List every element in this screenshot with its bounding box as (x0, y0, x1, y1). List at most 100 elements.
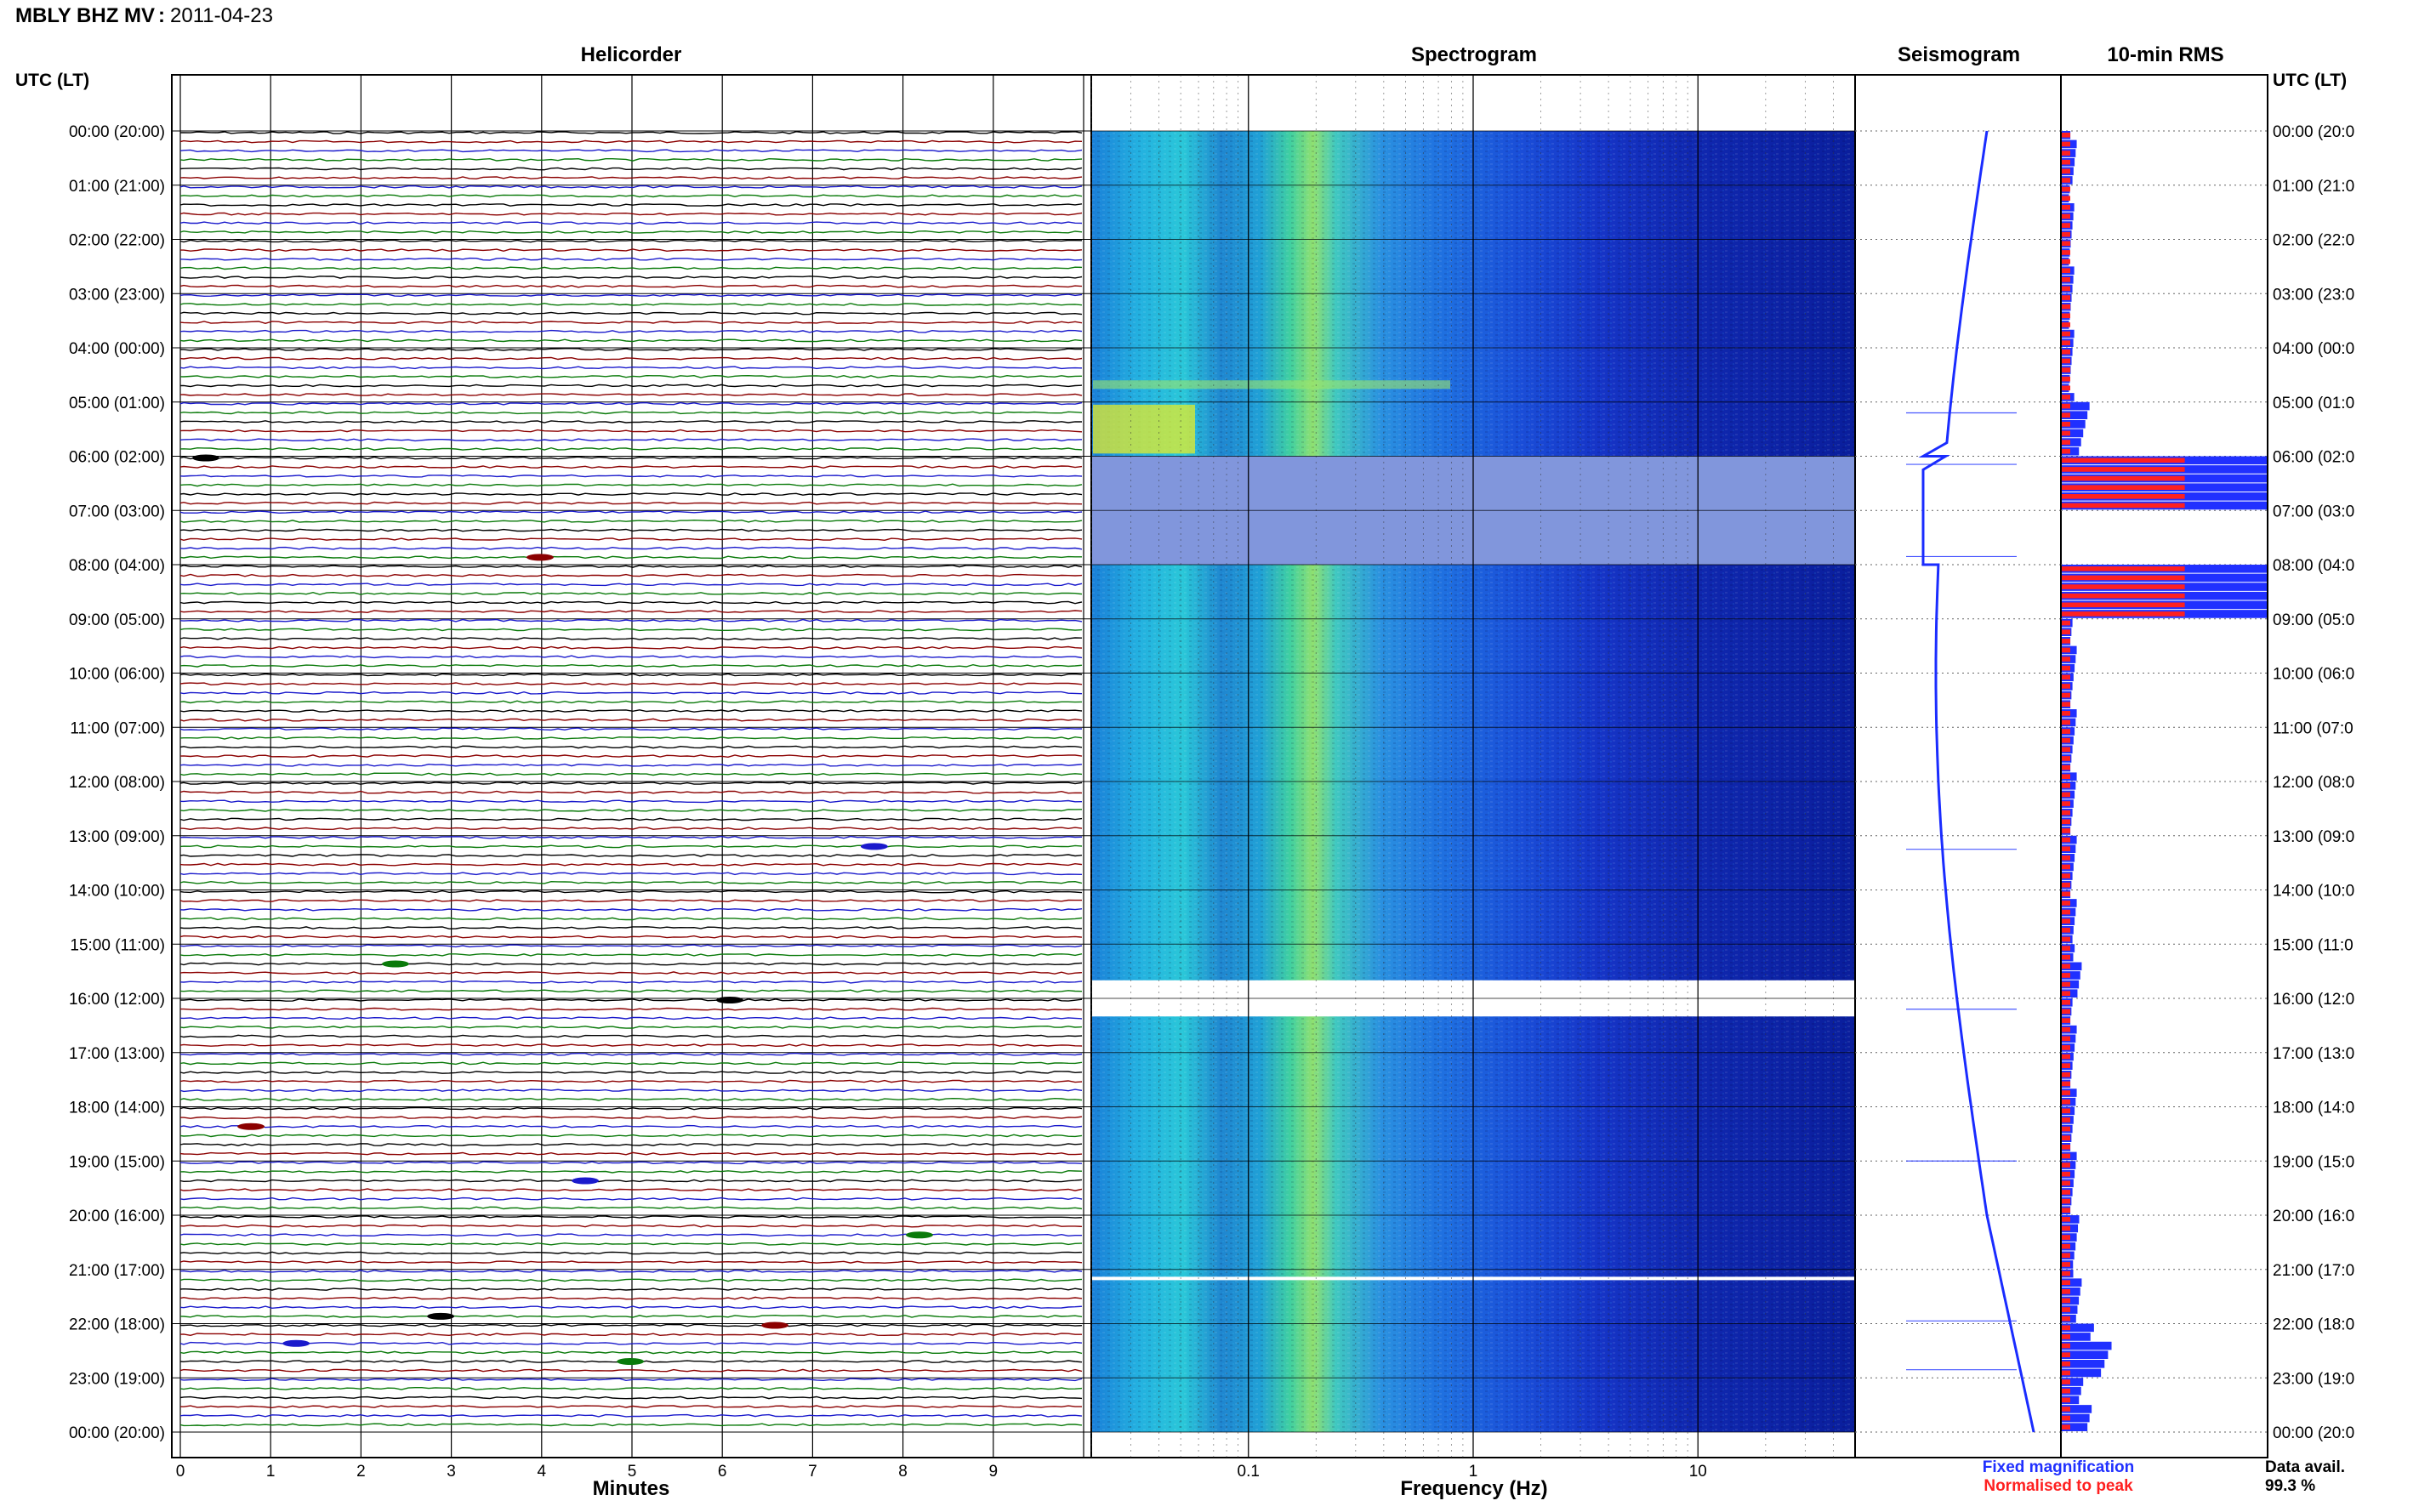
hour-label-left: 14:00 (10:00) (69, 883, 165, 901)
station-title: MBLY BHZ MV (15, 4, 155, 27)
helicorder-trace-row (179, 637, 1083, 640)
rms-bar-normalised (2062, 1000, 2070, 1005)
helicorder-trace-row (179, 321, 1083, 325)
rms-bar-normalised (2062, 1289, 2070, 1294)
rms-bar-fixed (2062, 1368, 2102, 1378)
rms-bar-normalised (2062, 928, 2070, 933)
hour-label-right: 02:00 (22:0 (2273, 232, 2354, 250)
helicorder-event-blob (237, 1123, 265, 1130)
helicorder-trace-row (179, 890, 1083, 894)
rms-bar-normalised (2062, 1298, 2070, 1304)
helicorder-trace-row (179, 618, 1083, 622)
helicorder-trace-row (179, 1395, 1083, 1400)
rms-bar-normalised (2062, 494, 2185, 499)
rms-bar-normalised (2062, 1225, 2070, 1231)
rms-bar-normalised (2062, 657, 2070, 662)
hour-label-left: 20:00 (16:00) (69, 1208, 165, 1225)
rms-bar-normalised (2062, 747, 2070, 753)
helicorder-trace-row (179, 1278, 1083, 1282)
hour-label-left: 23:00 (19:00) (69, 1370, 165, 1388)
helicorder-trace-row (179, 1224, 1083, 1228)
helicorder-trace-row (179, 1151, 1083, 1156)
helicorder-trace-row (179, 1350, 1083, 1355)
rms-bar-fixed (2062, 1386, 2081, 1395)
legend-normalised-to-peak: Normalised to peak (1984, 1477, 2133, 1495)
rms-bar-normalised (2062, 1072, 2070, 1077)
rms-bar-normalised (2062, 286, 2070, 292)
hour-label-left: 05:00 (01:00) (69, 395, 165, 412)
helicorder-trace-row (179, 1260, 1083, 1265)
minute-tick-label: 0 (176, 1463, 185, 1481)
helicorder-trace-row (179, 266, 1083, 270)
helicorder-trace-row (179, 790, 1083, 794)
spectrogram-title: Spectrogram (1411, 43, 1537, 66)
rms-bar-normalised (2062, 1145, 2070, 1150)
hour-label-left: 00:00 (20:00) (69, 1424, 165, 1442)
rms-bar-normalised (2062, 340, 2070, 345)
rms-bar-normalised (2062, 1135, 2070, 1140)
rms-bar-normalised (2062, 1343, 2070, 1349)
rms-bar-normalised (2062, 1270, 2070, 1276)
helicorder-trace-row (179, 827, 1083, 831)
helicorder-trace-row (179, 456, 1083, 460)
helicorder-trace-row (179, 474, 1083, 478)
rms-bar-normalised (2062, 223, 2070, 228)
helicorder-trace-row (179, 356, 1083, 361)
helicorder-trace-row (179, 655, 1083, 659)
seismogram-spikes (1906, 412, 2017, 1371)
rms-bar-fixed (2062, 1413, 2090, 1423)
hour-label-left: 17:00 (13:00) (69, 1045, 165, 1063)
hour-label-right: 00:00 (20:0 (2273, 1424, 2354, 1442)
rms-bar-normalised (2062, 864, 2070, 870)
rms-bar-normalised (2062, 350, 2070, 355)
hour-label-left: 07:00 (03:00) (69, 503, 165, 520)
helicorder-trace-row (179, 645, 1083, 650)
rms-bar-fixed (2062, 962, 2082, 971)
helicorder-trace-row (179, 1333, 1082, 1337)
helicorder-trace-row (179, 429, 1083, 433)
rms-bar-normalised (2062, 963, 2070, 969)
helicorder-trace-row (179, 157, 1083, 162)
frequency-axis-label: Frequency (Hz) (1400, 1477, 1547, 1500)
rms-bar-normalised (2062, 331, 2070, 337)
hour-label-right: 16:00 (12:0 (2273, 991, 2354, 1009)
hour-label-right: 12:00 (08:0 (2273, 774, 2354, 792)
rms-bar-normalised (2062, 611, 2185, 617)
rms-bar-normalised (2062, 647, 2070, 653)
rms-bar-normalised (2062, 168, 2070, 174)
hour-label-left: 18:00 (14:00) (69, 1100, 165, 1117)
helicorder-trace-row (179, 1197, 1083, 1201)
helicorder-trace-row (179, 221, 1083, 225)
rms-bar-normalised (2062, 810, 2070, 816)
helicorder-trace-row (179, 691, 1083, 695)
helicorder-trace-row (179, 1034, 1083, 1038)
rms-bar-normalised (2062, 1180, 2070, 1186)
rms-bar-normalised (2062, 792, 2070, 798)
hour-label-right: 22:00 (18:0 (2273, 1316, 2354, 1334)
left-time-axis-label: UTC (LT) (15, 71, 89, 90)
helicorder-trace-row (179, 555, 1082, 560)
helicorder-trace-row (179, 573, 1083, 577)
rms-bar-normalised (2062, 620, 2070, 626)
rms-bar-normalised (2062, 159, 2070, 165)
hour-label-right: 23:00 (19:0 (2273, 1370, 2354, 1388)
rms-bar-normalised (2062, 1415, 2070, 1421)
hour-label-left: 10:00 (06:00) (69, 666, 165, 684)
rms-bar-normalised (2062, 639, 2070, 644)
helicorder-trace-row (179, 212, 1083, 216)
helicorder-trace-row (179, 374, 1083, 378)
rms-bar-normalised (2062, 584, 2185, 589)
helicorder-trace-row (179, 700, 1083, 704)
rms-bar-normalised (2062, 231, 2070, 237)
helicorder-trace-row (179, 1405, 1082, 1409)
hour-label-right: 21:00 (17:0 (2273, 1262, 2354, 1280)
helicorder-trace-row (179, 329, 1083, 333)
helicorder-trace-row (179, 971, 1083, 975)
helicorder-trace-row (179, 1061, 1083, 1066)
hour-label-left: 13:00 (09:00) (69, 828, 165, 846)
helicorder-trace-row (179, 980, 1083, 984)
rms-bar-normalised (2062, 702, 2070, 707)
rms-bar-fixed (2062, 1360, 2105, 1368)
helicorder-trace-row (179, 989, 1083, 993)
